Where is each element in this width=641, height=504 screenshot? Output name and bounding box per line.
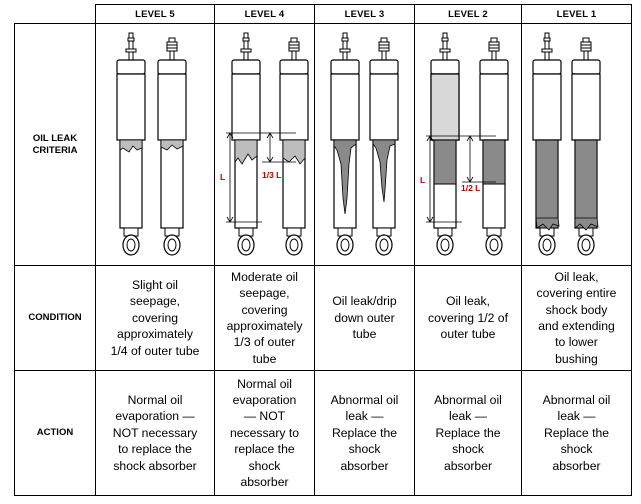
col-divider-1 (214, 4, 215, 496)
condition-level-5: Slight oil seepage, covering approximate… (110, 277, 200, 358)
action-level-2: Abnormal oil leak — Replace the shock ab… (434, 392, 502, 473)
col-divider-3 (414, 4, 415, 496)
action-level-5: Normal oil evaporation — NOT necessary t… (112, 392, 198, 473)
level-2-shock-left (430, 32, 460, 256)
header-level-1: LEVEL 1 (556, 8, 597, 20)
table-border-row2 (14, 370, 632, 371)
header-level-5: LEVEL 5 (135, 8, 175, 20)
row-label-oil-leak-criteria: OIL LEAK CRITERIA (32, 132, 78, 156)
level-2-fraction-label: 1/2 L (461, 183, 480, 193)
level-2-shock-right (479, 37, 509, 256)
action-level-4: Normal oil evaporation — NOT necessary t… (229, 376, 300, 490)
condition-level-2: Oil leak, covering 1/2 of outer tube (428, 294, 508, 342)
table-border-header (14, 23, 632, 24)
table-border-top (95, 4, 632, 5)
col-divider-2 (314, 4, 315, 496)
level-4-dimension-lines (226, 132, 296, 223)
header-level-2: LEVEL 2 (448, 8, 488, 20)
level-4-shock-right (279, 37, 309, 256)
condition-level-3: Oil leak/drip down outer tube (332, 294, 397, 342)
row-label-condition: CONDITION (28, 312, 82, 323)
condition-level-4: Moderate oil seepage, covering approxima… (226, 269, 303, 366)
header-level-4: LEVEL 4 (244, 8, 285, 20)
col-divider-4 (521, 4, 522, 496)
col-divider-0 (95, 4, 96, 496)
level-3-shock-left (330, 32, 360, 256)
level-4-shock-left (231, 32, 261, 256)
level-4-fraction-label: 1/3 L (262, 170, 281, 180)
level-5-shock-left (116, 32, 146, 256)
level-3-shock-right (369, 37, 399, 256)
table-border-right (631, 4, 632, 496)
table-border-row1 (14, 265, 632, 266)
header-level-3: LEVEL 3 (344, 8, 385, 20)
row-label-action: ACTION (36, 427, 74, 438)
condition-level-1: Oil leak, covering entire shock body and… (536, 269, 617, 366)
action-level-1: Abnormal oil leak — Replace the shock ab… (542, 392, 611, 473)
level-1-shock-left (532, 32, 562, 256)
level-2-length-label: L (420, 175, 425, 185)
level-4-length-label: L (220, 172, 225, 182)
level-1-shock-right (571, 37, 601, 256)
table-border-bottom (14, 495, 632, 496)
level-5-shock-right (157, 37, 187, 256)
level-2-dimension-lines (426, 135, 496, 223)
action-level-3: Abnormal oil leak — Replace the shock ab… (330, 392, 399, 473)
table-border-left (14, 23, 15, 496)
